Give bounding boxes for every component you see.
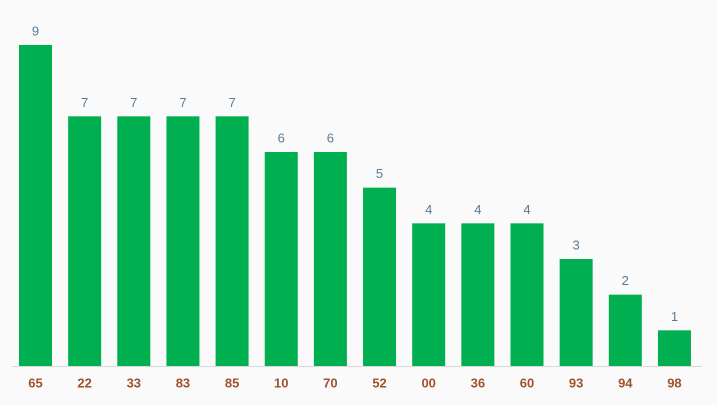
x-tick-label: 33	[127, 375, 141, 390]
value-label: 4	[474, 202, 481, 217]
value-label: 7	[130, 95, 137, 110]
value-label: 6	[278, 130, 285, 145]
bar	[19, 45, 52, 366]
value-label: 1	[671, 309, 678, 324]
bar	[117, 116, 151, 366]
value-label: 4	[523, 202, 530, 217]
value-label: 4	[425, 202, 432, 217]
bar	[510, 223, 544, 366]
bar	[461, 223, 495, 366]
x-tick-label: 65	[28, 375, 42, 390]
value-label: 9	[32, 23, 39, 38]
x-tick-label: 00	[421, 375, 435, 390]
x-tick-label: 85	[225, 375, 239, 390]
x-tick-label: 60	[520, 375, 534, 390]
bar	[412, 223, 446, 366]
bar	[559, 259, 593, 366]
bar	[68, 116, 102, 366]
value-label: 7	[228, 95, 235, 110]
x-tick-label: 52	[372, 375, 386, 390]
bar	[166, 116, 200, 366]
value-label: 7	[179, 95, 186, 110]
bar	[657, 330, 691, 366]
bar	[264, 152, 298, 366]
value-label: 7	[81, 95, 88, 110]
value-label: 5	[376, 166, 383, 181]
value-label: 2	[622, 273, 629, 288]
x-tick-label: 70	[323, 375, 337, 390]
bar	[363, 187, 397, 366]
x-tick-label: 83	[176, 375, 190, 390]
x-tick-label: 93	[569, 375, 583, 390]
x-tick-label: 22	[77, 375, 91, 390]
bar	[313, 152, 347, 366]
value-label: 6	[327, 130, 334, 145]
bar	[608, 294, 642, 366]
x-tick-label: 36	[471, 375, 485, 390]
x-tick-label: 98	[667, 375, 681, 390]
x-tick-label: 10	[274, 375, 288, 390]
x-tick-label: 94	[618, 375, 633, 390]
bar	[215, 116, 249, 366]
value-label: 3	[573, 237, 580, 252]
